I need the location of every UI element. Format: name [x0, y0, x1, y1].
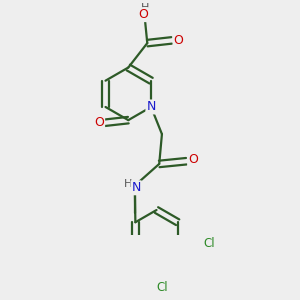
Text: N: N	[131, 181, 141, 194]
Text: O: O	[94, 116, 104, 129]
Text: H: H	[124, 179, 132, 189]
Text: H: H	[140, 3, 149, 14]
Text: N: N	[146, 100, 156, 113]
Text: O: O	[138, 8, 148, 21]
Text: O: O	[188, 153, 198, 167]
Text: Cl: Cl	[156, 281, 168, 294]
Text: O: O	[173, 34, 183, 47]
Text: Cl: Cl	[203, 237, 214, 250]
